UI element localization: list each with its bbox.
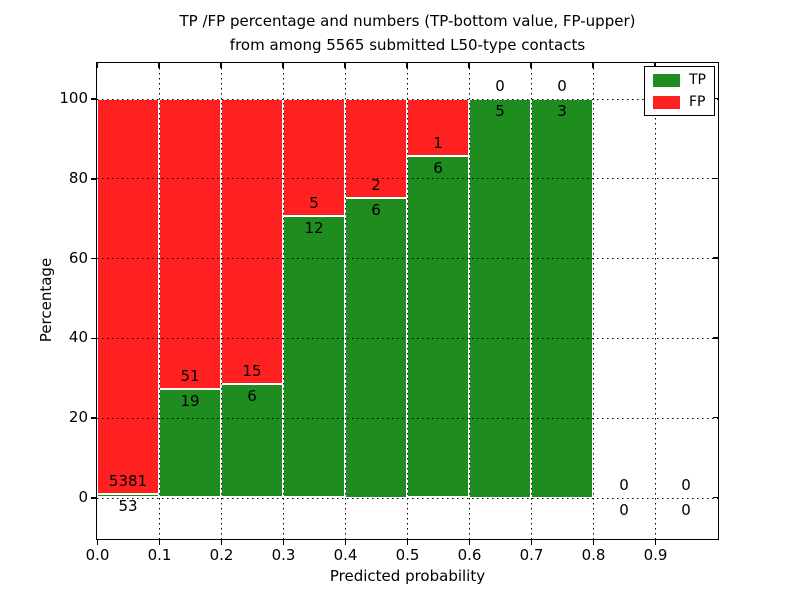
bar-tp-count-label: 6 bbox=[247, 386, 257, 405]
bar-tp-count-label: 12 bbox=[304, 218, 324, 237]
y-tick bbox=[91, 417, 96, 419]
h-gridline bbox=[97, 258, 718, 260]
x-tick-label: 0.6 bbox=[457, 546, 482, 564]
v-gridline bbox=[158, 63, 160, 539]
bar-fp-count-label: 1 bbox=[433, 133, 443, 152]
x-tick bbox=[592, 540, 595, 545]
chart-title-line1: TP /FP percentage and numbers (TP-bottom… bbox=[179, 12, 636, 30]
bar-tp-segment bbox=[469, 98, 531, 498]
h-gridline bbox=[97, 98, 718, 100]
bar-fp-count-label: 0 bbox=[495, 76, 505, 95]
h-gridline bbox=[97, 337, 718, 339]
y-tick-label: 60 bbox=[68, 248, 88, 267]
y-tick-label: 100 bbox=[59, 89, 88, 107]
bar-tp-count-label: 53 bbox=[118, 496, 138, 515]
x-tick bbox=[406, 540, 409, 545]
x-tick-label: 0.0 bbox=[85, 546, 110, 564]
plot-area: TP FP 5381 53 51 19 15 6 5 12 2 6 1 6 0 5 0 3 0 0 0 0 bbox=[96, 62, 719, 540]
bar-fp-count-label: 5381 bbox=[108, 471, 148, 490]
bar-fp-count-label: 51 bbox=[180, 367, 200, 386]
h-gridline bbox=[97, 178, 718, 180]
y-tick-label: 0 bbox=[78, 488, 88, 506]
x-axis-label: Predicted probability bbox=[329, 567, 486, 585]
bar-fp-count-label: 5 bbox=[309, 193, 319, 212]
chart-title: TP /FP percentage and numbers (TP-bottom… bbox=[96, 9, 719, 57]
bar-fp-count-label: 15 bbox=[242, 361, 262, 380]
bar-tp-count-label: 0 bbox=[681, 500, 691, 519]
legend-label-tp: TP bbox=[689, 72, 706, 88]
y-tick-label: 20 bbox=[68, 408, 88, 427]
x-tick bbox=[468, 540, 471, 545]
bar-fp-count-label: 0 bbox=[619, 475, 629, 494]
x-tick bbox=[344, 540, 347, 545]
bar-tp-segment bbox=[531, 98, 593, 498]
bar-fp-segment bbox=[159, 98, 221, 390]
v-gridline bbox=[344, 63, 346, 539]
legend: TP FP bbox=[644, 66, 715, 116]
x-tick-label: 0.5 bbox=[395, 546, 420, 564]
bar-tp-count-label: 3 bbox=[557, 101, 567, 120]
bar-tp-count-label: 6 bbox=[371, 201, 381, 220]
x-tick-label: 0.7 bbox=[519, 546, 544, 564]
bar-fp-count-label: 0 bbox=[681, 475, 691, 494]
legend-swatch-tp bbox=[653, 73, 680, 87]
bar-tp-count-label: 0 bbox=[619, 500, 629, 519]
v-gridline bbox=[406, 63, 408, 539]
v-gridline bbox=[654, 63, 656, 539]
v-gridline bbox=[468, 63, 470, 539]
x-tick-label: 0.4 bbox=[333, 546, 358, 564]
x-tick-label: 0.9 bbox=[643, 546, 668, 564]
v-gridline bbox=[282, 63, 284, 539]
bar-tp-count-label: 6 bbox=[433, 158, 443, 177]
v-gridline bbox=[592, 63, 594, 539]
y-tick-label: 80 bbox=[68, 168, 88, 187]
y-tick bbox=[91, 257, 96, 260]
y-tick bbox=[91, 98, 96, 100]
x-tick-label: 0.3 bbox=[271, 546, 296, 564]
x-tick bbox=[530, 540, 533, 545]
x-tick-label: 0.8 bbox=[581, 546, 606, 564]
bar-tp-count-label: 19 bbox=[180, 392, 200, 411]
x-tick-label: 0.2 bbox=[209, 546, 234, 564]
bar-tp-count-label: 5 bbox=[495, 101, 505, 120]
bar-fp-segment bbox=[97, 98, 159, 494]
v-gridline bbox=[220, 63, 222, 539]
bar-fp-count-label: 0 bbox=[557, 76, 567, 95]
h-gridline bbox=[97, 497, 718, 499]
x-tick bbox=[654, 540, 657, 545]
legend-swatch-fp bbox=[653, 95, 680, 109]
v-gridline bbox=[530, 63, 532, 539]
x-tick bbox=[158, 540, 161, 545]
bar-tp-segment bbox=[283, 215, 345, 498]
legend-item-tp: TP bbox=[653, 73, 706, 87]
bar-tp-segment bbox=[345, 198, 407, 498]
bar-fp-segment bbox=[221, 98, 283, 384]
bar-tp-segment bbox=[407, 155, 469, 498]
y-tick-label: 40 bbox=[68, 328, 88, 347]
x-tick bbox=[282, 540, 285, 545]
x-tick-top bbox=[96, 63, 98, 68]
x-tick-label: 0.1 bbox=[147, 546, 172, 564]
y-tick bbox=[91, 337, 96, 340]
bar-fp-count-label: 2 bbox=[371, 176, 381, 195]
legend-label-fp: FP bbox=[689, 94, 706, 110]
y-tick bbox=[91, 497, 96, 499]
x-tick bbox=[96, 540, 99, 545]
h-gridline bbox=[97, 417, 718, 419]
chart-title-line2: from among 5565 submitted L50-type conta… bbox=[229, 36, 586, 54]
legend-item-fp: FP bbox=[653, 95, 706, 109]
x-tick bbox=[220, 540, 223, 545]
y-tick bbox=[91, 178, 96, 180]
